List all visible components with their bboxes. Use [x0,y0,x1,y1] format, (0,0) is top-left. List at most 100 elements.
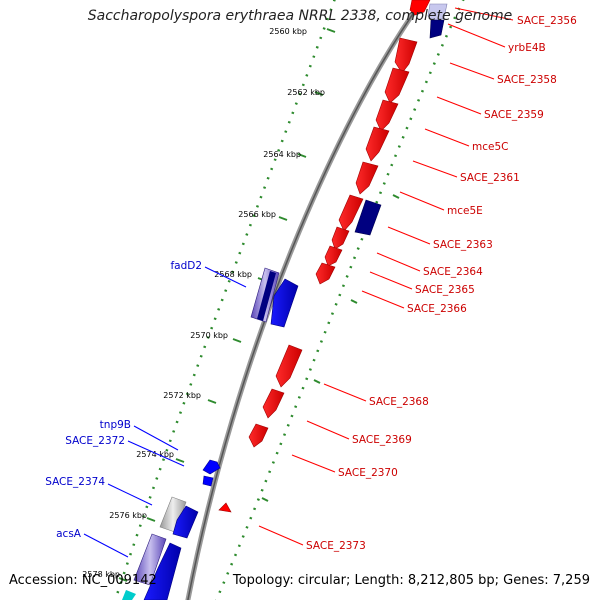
outer-tick-ring [214,0,465,600]
gene-SACE_2368[interactable] [275,344,303,388]
label-SACE_2373[interactable]: SACE_2373 [306,540,366,552]
tick-2576 [146,517,156,522]
gene-SACE_2356[interactable] [409,0,431,16]
leader-SACE_2358 [449,62,495,80]
kbp-label: 2570 kbp [190,331,228,340]
kbp-label: 2562 kbp [287,88,325,97]
leader-SACE_2374 [107,483,153,506]
leader-SACE_2370 [291,454,336,473]
gene-SACE_2365[interactable] [324,245,343,267]
outer-tick-a [392,194,400,199]
leader-mce5E [399,191,445,211]
kbp-label: 2564 kbp [263,150,301,159]
leader-SACE_2369 [306,420,350,440]
map-title: Saccharopolyspora erythraea NRRL 2338, c… [87,8,513,24]
kbp-label: 2574 kbp [136,450,174,459]
kbp-label: 2576 kbp [109,511,147,520]
gene-fadD2-adjacent[interactable] [270,278,299,328]
gene-SACE_2372[interactable] [202,475,214,487]
reverse-labels: fadD2 tnp9B SACE_2372 SACE_2374 acsA [45,260,202,540]
gene-SACE_2358[interactable] [394,37,418,74]
gene-SACE_2361[interactable] [365,126,390,162]
outer-tick-c [313,379,321,384]
gene-mce5C[interactable] [375,99,399,132]
outer-tick-d [261,497,269,502]
tick-2578 [118,577,128,582]
tick-2574 [175,458,185,463]
gene-SACE_2370[interactable] [248,423,269,448]
label-tnp9B[interactable]: tnp9B [100,419,131,431]
tick-2572 [207,399,217,404]
leader-SACE_2359 [436,96,482,115]
gene-SACE_2366[interactable] [315,262,336,285]
label-SACE_2372[interactable]: SACE_2372 [65,435,125,447]
label-SACE_2368[interactable]: SACE_2368 [369,396,429,408]
label-SACE_2366[interactable]: SACE_2366 [407,303,467,315]
reverse-genes [122,267,299,600]
forward-genes [218,0,448,513]
leader-yrbE4B [447,23,506,48]
label-SACE_2359[interactable]: SACE_2359 [484,109,544,121]
gene-acsA-adjacent[interactable] [143,542,182,600]
label-SACE_2365[interactable]: SACE_2365 [415,284,475,296]
kbp-label: 2566 kbp [238,210,276,219]
label-acsA[interactable]: acsA [56,528,82,540]
reverse-leaders [83,266,247,558]
leader-mce5C [424,128,470,147]
gene-cyan-fragment[interactable] [122,590,136,600]
gene-fadD2-dark[interactable] [257,271,276,321]
gene-SACE_2363[interactable] [338,194,364,232]
leader-SACE_2373 [258,525,304,546]
kbp-labels: 2560 kbp 2562 kbp 2564 kbp 2566 kbp 2568… [82,27,325,579]
kbp-ticks [118,28,400,582]
label-SACE_2356[interactable]: SACE_2356 [517,15,577,27]
leader-SACE_2372 [127,440,185,467]
leader-SACE_2363 [387,226,431,245]
leader-fadD2 [204,266,247,288]
label-fadD2[interactable]: fadD2 [170,260,202,272]
gene-tnp9B[interactable] [202,459,221,475]
topology-text: Topology: circular; Length: 8,212,805 bp… [232,573,590,588]
forward-leaders [258,7,514,546]
label-mce5E[interactable]: mce5E [447,205,483,217]
gene-yrbE4B-dark[interactable] [429,19,445,39]
gene-SACE_2369[interactable] [262,388,285,419]
gene-SACE_2373[interactable] [218,502,232,513]
leader-SACE_2364 [376,252,421,272]
leader-acsA [83,533,129,558]
label-SACE_2369[interactable]: SACE_2369 [352,434,412,446]
gene-SACE_2364[interactable] [331,226,350,250]
kbp-label: 2568 kbp [214,270,252,279]
label-mce5C[interactable]: mce5C [472,141,508,153]
label-SACE_2370[interactable]: SACE_2370 [338,467,398,479]
forward-labels: SACE_2356 yrbE4B SACE_2358 SACE_2359 mce… [306,15,577,552]
label-SACE_2361[interactable]: SACE_2361 [460,172,520,184]
label-SACE_2374[interactable]: SACE_2374 [45,476,105,488]
gene-SACE_2359[interactable] [384,67,410,104]
leader-SACE_2365 [369,271,413,290]
tick-2564 [297,153,307,158]
label-yrbE4B[interactable]: yrbE4B [508,42,546,54]
kbp-label: 2560 kbp [269,27,307,36]
leader-SACE_2361 [412,160,458,178]
tick-2566 [278,216,288,221]
kbp-label: 2572 kbp [163,391,201,400]
gene-mce5E[interactable] [355,161,379,195]
tick-2560 [326,28,336,33]
outer-tick-b [350,299,358,304]
gene-acsA[interactable] [133,533,167,586]
gene-SACE_2363-dark[interactable] [354,199,382,236]
tick-2570 [232,338,242,343]
tick-2562 [314,91,324,96]
accession-text: Accession: NC_009142 [9,573,157,588]
genome-backbone-inner [187,0,424,600]
leader-SACE_2366 [361,290,405,309]
label-SACE_2363[interactable]: SACE_2363 [433,239,493,251]
leader-SACE_2356 [454,7,514,21]
leader-tnp9B [133,425,179,451]
leader-SACE_2368 [323,383,367,402]
label-SACE_2358[interactable]: SACE_2358 [497,74,557,86]
gene-SACE_2374[interactable] [172,505,199,539]
label-SACE_2364[interactable]: SACE_2364 [423,266,483,278]
